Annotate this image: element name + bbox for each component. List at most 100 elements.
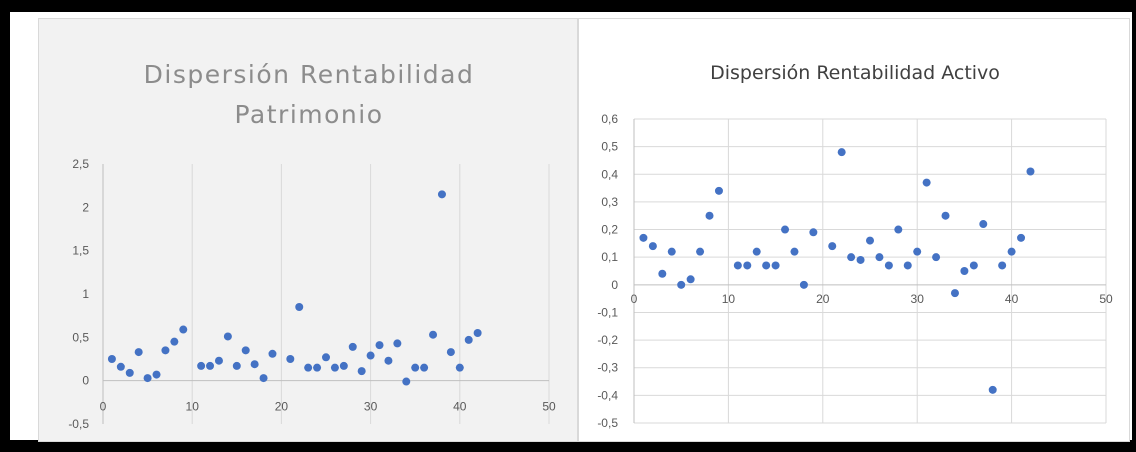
data-points <box>639 148 1035 394</box>
x-tick-label: 30 <box>364 400 378 414</box>
chart-patrimonio-panel[interactable]: Dispersión Rentabilidad Patrimonio -0,5 0… <box>38 18 578 442</box>
x-tick-label: 30 <box>911 292 925 306</box>
gridlines <box>633 118 1107 424</box>
y-tick-label: 0,1 <box>601 250 618 264</box>
y-tick-label: -0,2 <box>597 333 618 347</box>
x-tick-label: 20 <box>816 292 830 306</box>
data-point <box>375 341 384 350</box>
data-point <box>473 329 482 337</box>
y-tick-label: 1 <box>82 287 89 301</box>
data-point <box>339 361 348 370</box>
chart-title-line-2: Patrimonio <box>234 100 383 129</box>
data-point <box>295 303 304 311</box>
data-point <box>429 330 438 339</box>
gridlines <box>102 164 550 424</box>
x-tick-label: 10 <box>722 292 736 306</box>
data-point <box>762 261 771 270</box>
y-tick-label: 0,5 <box>72 330 89 344</box>
data-point <box>714 186 723 195</box>
data-point <box>322 353 330 362</box>
data-point <box>250 360 259 369</box>
data-point <box>903 261 912 270</box>
data-point <box>847 253 856 262</box>
data-point <box>455 363 464 372</box>
data-points <box>107 190 482 386</box>
x-tick-label: 50 <box>1099 292 1113 306</box>
data-point <box>402 377 411 386</box>
data-point <box>348 342 357 351</box>
data-point <box>790 247 799 256</box>
data-point <box>922 178 931 187</box>
data-point <box>686 275 695 284</box>
data-point <box>1007 247 1016 256</box>
data-point <box>116 362 125 371</box>
data-point <box>969 261 978 270</box>
data-point <box>648 242 657 251</box>
chart-activo-panel[interactable]: Dispersión Rentabilidad Activo -0,5 -0,4-… <box>578 18 1130 442</box>
y-tick-label: -0,4 <box>597 388 618 402</box>
data-point <box>941 211 950 220</box>
data-point <box>411 363 420 372</box>
data-point <box>393 339 402 348</box>
data-point <box>161 346 170 355</box>
data-point <box>446 348 455 357</box>
data-point <box>1017 233 1026 242</box>
data-point <box>799 280 808 289</box>
data-point <box>771 261 780 270</box>
data-point <box>304 363 313 372</box>
data-point <box>705 211 714 220</box>
data-point <box>268 349 277 358</box>
data-point <box>960 267 969 275</box>
data-point <box>152 370 161 379</box>
data-point <box>125 368 134 377</box>
data-point <box>214 356 223 365</box>
data-point <box>179 325 188 334</box>
y-tick-label: 0,6 <box>601 112 618 126</box>
x-tick-label: 40 <box>1005 292 1019 306</box>
data-point <box>259 374 268 383</box>
data-point <box>752 247 761 256</box>
data-point <box>420 363 429 372</box>
data-point <box>677 280 686 289</box>
data-point <box>107 355 116 363</box>
data-point <box>809 228 818 237</box>
data-point <box>866 236 874 245</box>
data-point <box>781 225 790 234</box>
data-point <box>696 247 705 256</box>
data-point <box>884 261 893 270</box>
y-tick-label: 0 <box>82 374 89 388</box>
data-point <box>979 220 988 229</box>
data-point <box>232 361 241 370</box>
y-tick-label: 2,5 <box>72 157 89 171</box>
chart-title: Dispersión Rentabilidad Activo <box>710 62 1000 84</box>
y-tick-label: -0,5 <box>68 417 89 431</box>
data-point <box>875 253 884 262</box>
y-tick-label: 0,4 <box>601 167 618 181</box>
chart-title-line-1: Dispersión Rentabilidad <box>144 60 475 89</box>
data-point <box>743 261 752 270</box>
data-point <box>1026 167 1035 176</box>
y-tick-label: 2 <box>82 200 89 214</box>
data-point <box>828 242 837 251</box>
x-tick-label: 0 <box>100 400 107 414</box>
data-point <box>134 348 143 357</box>
x-tick-label: 10 <box>186 400 200 414</box>
data-point <box>170 337 179 346</box>
data-point <box>733 261 742 270</box>
data-point <box>197 361 206 370</box>
data-point <box>143 374 152 383</box>
tick-labels: -0,5 -0,4 -0,3 -0,2 -0,1 0 0,1 0,2 0,3 0,4 0,5 0,6 0… <box>597 112 1113 430</box>
y-tick-label: 0 <box>611 278 618 292</box>
data-point <box>366 351 375 360</box>
x-tick-label: 40 <box>453 400 467 414</box>
data-point <box>223 332 232 341</box>
y-tick-label: 0,3 <box>601 195 618 209</box>
data-point <box>950 289 959 298</box>
data-point <box>464 335 473 344</box>
y-tick-label: 0,5 <box>601 140 618 154</box>
data-point <box>856 255 865 264</box>
data-point <box>330 363 339 372</box>
x-tick-label: 50 <box>542 400 556 414</box>
chart-patrimonio: Dispersión Rentabilidad Patrimonio -0,5 0… <box>68 60 556 431</box>
data-point <box>667 247 676 256</box>
